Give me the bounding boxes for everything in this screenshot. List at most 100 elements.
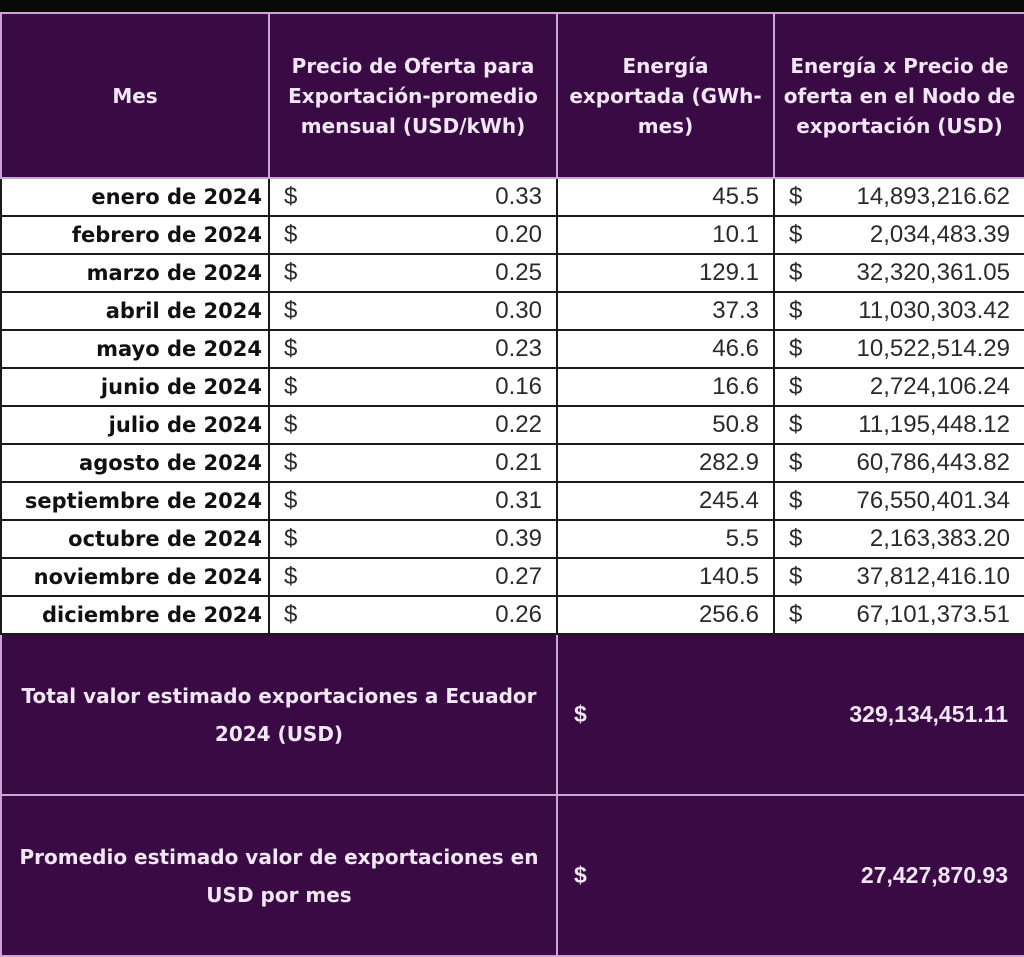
energy-cell: 5.5 bbox=[556, 519, 775, 559]
header-valor: Energía x Precio de oferta en el Nodo de… bbox=[773, 12, 1024, 179]
currency-symbol: $ bbox=[789, 601, 803, 628]
total-value-cell: $ 329,134,451.11 bbox=[556, 633, 1024, 796]
average-value-cell: $ 27,427,870.93 bbox=[556, 794, 1024, 957]
month-cell: diciembre de 2024 bbox=[0, 595, 270, 635]
table-row: abril de 2024 $0.30 37.3 $11,030,303.42 bbox=[0, 291, 1024, 331]
table-row: julio de 2024 $0.22 50.8 $11,195,448.12 bbox=[0, 405, 1024, 445]
month-cell: septiembre de 2024 bbox=[0, 481, 270, 521]
table-row: noviembre de 2024 $0.27 140.5 $37,812,416.1… bbox=[0, 557, 1024, 597]
price-cell: $0.31 bbox=[268, 481, 558, 521]
price-value: 0.22 bbox=[495, 411, 542, 438]
header-row: Mes Precio de Oferta para Exportación-pr… bbox=[0, 12, 1024, 179]
average-label: Promedio estimado valor de exportaciones… bbox=[0, 794, 558, 957]
month-cell: marzo de 2024 bbox=[0, 253, 270, 293]
usd-value: 11,030,303.42 bbox=[858, 297, 1010, 324]
currency-symbol: $ bbox=[284, 183, 298, 210]
energy-cell: 129.1 bbox=[556, 253, 775, 293]
currency-symbol: $ bbox=[284, 449, 298, 476]
table-row: mayo de 2024 $0.23 46.6 $10,522,514.29 bbox=[0, 329, 1024, 369]
month-cell: mayo de 2024 bbox=[0, 329, 270, 369]
value-cell: $10,522,514.29 bbox=[773, 329, 1024, 369]
currency-symbol: $ bbox=[284, 221, 298, 248]
usd-value: 60,786,443.82 bbox=[856, 449, 1010, 476]
price-value: 0.33 bbox=[495, 183, 542, 210]
currency-symbol: $ bbox=[284, 297, 298, 324]
energy-cell: 140.5 bbox=[556, 557, 775, 597]
price-value: 0.31 bbox=[495, 487, 542, 514]
month-cell: febrero de 2024 bbox=[0, 215, 270, 255]
price-cell: $0.27 bbox=[268, 557, 558, 597]
currency-symbol: $ bbox=[284, 563, 298, 590]
value-cell: $11,195,448.12 bbox=[773, 405, 1024, 445]
export-value-table: Mes Precio de Oferta para Exportación-pr… bbox=[0, 12, 1024, 957]
currency-symbol: $ bbox=[789, 487, 803, 514]
value-cell: $32,320,361.05 bbox=[773, 253, 1024, 293]
usd-value: 11,195,448.12 bbox=[858, 411, 1010, 438]
usd-value: 2,163,383.20 bbox=[869, 525, 1010, 552]
average-row: Promedio estimado valor de exportaciones… bbox=[0, 794, 1024, 957]
header-precio: Precio de Oferta para Exportación-promed… bbox=[268, 12, 558, 179]
currency-symbol: $ bbox=[284, 487, 298, 514]
currency-symbol: $ bbox=[284, 259, 298, 286]
price-cell: $0.39 bbox=[268, 519, 558, 559]
value-cell: $14,893,216.62 bbox=[773, 177, 1024, 217]
currency-symbol: $ bbox=[789, 563, 803, 590]
value-cell: $76,550,401.34 bbox=[773, 481, 1024, 521]
price-cell: $0.22 bbox=[268, 405, 558, 445]
currency-symbol: $ bbox=[789, 183, 803, 210]
table-row: octubre de 2024 $0.39 5.5 $2,163,383.20 bbox=[0, 519, 1024, 559]
currency-symbol: $ bbox=[789, 449, 803, 476]
currency-symbol: $ bbox=[284, 601, 298, 628]
top-strip bbox=[0, 0, 1024, 12]
currency-symbol: $ bbox=[789, 411, 803, 438]
energy-cell: 10.1 bbox=[556, 215, 775, 255]
total-label: Total valor estimado exportaciones a Ecu… bbox=[0, 633, 558, 796]
month-cell: noviembre de 2024 bbox=[0, 557, 270, 597]
average-value: 27,427,870.93 bbox=[860, 862, 1008, 888]
energy-cell: 245.4 bbox=[556, 481, 775, 521]
table-row: febrero de 2024 $0.20 10.1 $2,034,483.39 bbox=[0, 215, 1024, 255]
usd-value: 2,034,483.39 bbox=[869, 221, 1010, 248]
price-value: 0.21 bbox=[495, 449, 542, 476]
value-cell: $2,724,106.24 bbox=[773, 367, 1024, 407]
price-cell: $0.21 bbox=[268, 443, 558, 483]
currency-symbol: $ bbox=[284, 525, 298, 552]
currency-symbol: $ bbox=[789, 221, 803, 248]
price-cell: $0.20 bbox=[268, 215, 558, 255]
table-row: enero de 2024 $0.33 45.5 $14,893,216.62 bbox=[0, 177, 1024, 217]
usd-value: 67,101,373.51 bbox=[856, 601, 1010, 628]
price-value: 0.39 bbox=[495, 525, 542, 552]
usd-value: 10,522,514.29 bbox=[856, 335, 1010, 362]
energy-cell: 282.9 bbox=[556, 443, 775, 483]
currency-symbol: $ bbox=[789, 259, 803, 286]
price-value: 0.16 bbox=[495, 373, 542, 400]
price-value: 0.20 bbox=[495, 221, 542, 248]
usd-value: 76,550,401.34 bbox=[856, 487, 1010, 514]
price-value: 0.26 bbox=[495, 601, 542, 628]
currency-symbol: $ bbox=[789, 297, 803, 324]
currency-symbol: $ bbox=[789, 525, 803, 552]
month-cell: octubre de 2024 bbox=[0, 519, 270, 559]
usd-value: 2,724,106.24 bbox=[869, 373, 1010, 400]
energy-cell: 256.6 bbox=[556, 595, 775, 635]
price-cell: $0.33 bbox=[268, 177, 558, 217]
month-cell: enero de 2024 bbox=[0, 177, 270, 217]
currency-symbol: $ bbox=[789, 373, 803, 400]
price-cell: $0.30 bbox=[268, 291, 558, 331]
month-cell: julio de 2024 bbox=[0, 405, 270, 445]
value-cell: $2,034,483.39 bbox=[773, 215, 1024, 255]
energy-cell: 16.6 bbox=[556, 367, 775, 407]
total-row: Total valor estimado exportaciones a Ecu… bbox=[0, 633, 1024, 796]
value-cell: $37,812,416.10 bbox=[773, 557, 1024, 597]
usd-value: 32,320,361.05 bbox=[856, 259, 1010, 286]
month-cell: junio de 2024 bbox=[0, 367, 270, 407]
table-row: septiembre de 2024 $0.31 245.4 $76,550,401.… bbox=[0, 481, 1024, 521]
price-cell: $0.16 bbox=[268, 367, 558, 407]
value-cell: $67,101,373.51 bbox=[773, 595, 1024, 635]
month-cell: agosto de 2024 bbox=[0, 443, 270, 483]
price-value: 0.27 bbox=[495, 563, 542, 590]
currency-symbol: $ bbox=[284, 411, 298, 438]
usd-value: 14,893,216.62 bbox=[856, 183, 1010, 210]
currency-symbol: $ bbox=[284, 335, 298, 362]
currency-symbol: $ bbox=[789, 335, 803, 362]
